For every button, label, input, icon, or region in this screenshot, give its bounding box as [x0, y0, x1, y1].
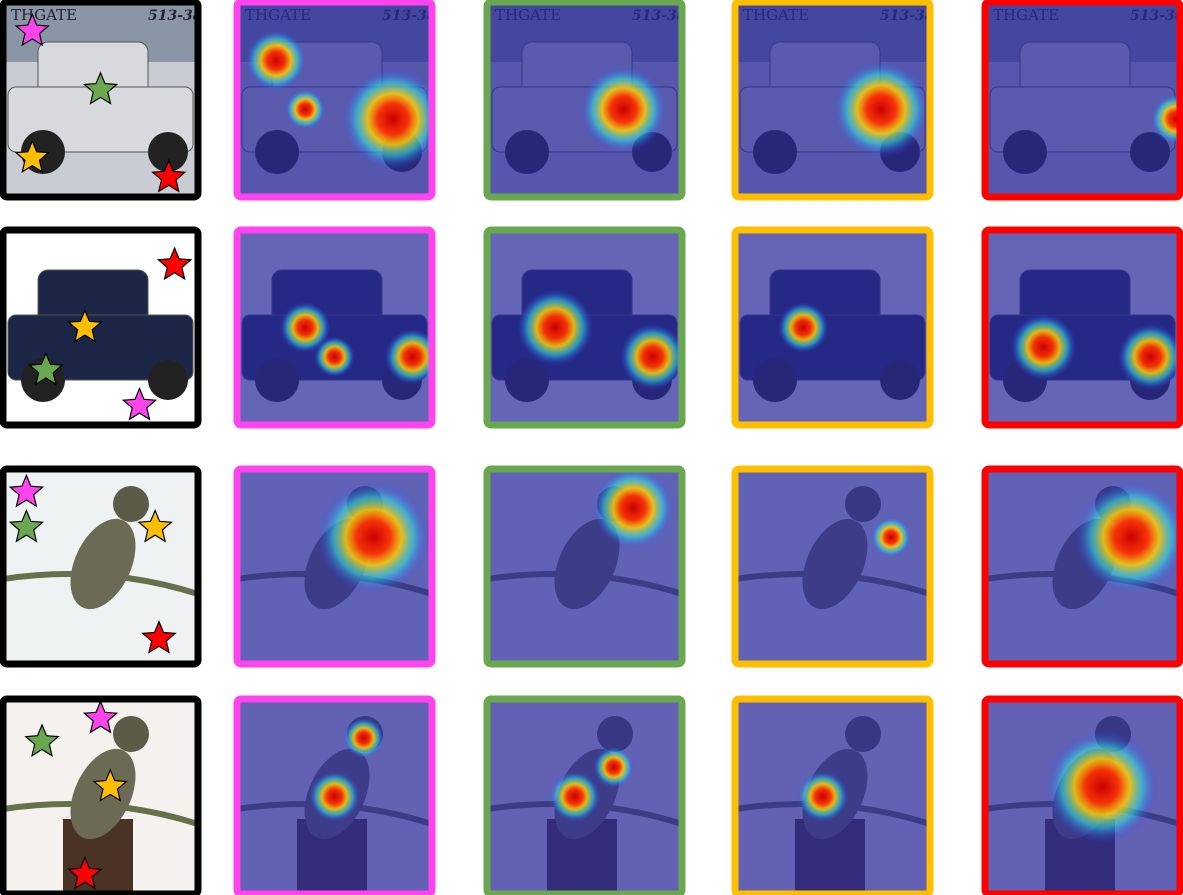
heatmap-blob [833, 61, 929, 157]
heatmap-blob [593, 467, 674, 548]
figure: THGATE513-38THGATE513-38THGATE513-38THGA… [0, 0, 1183, 895]
overlay [735, 469, 930, 664]
heatmap-blob [580, 66, 666, 152]
panel [735, 230, 930, 425]
heatmap-blob [285, 89, 326, 130]
panel [237, 699, 432, 894]
heatmap-blob [246, 30, 307, 91]
heatmap-blob [1046, 731, 1158, 843]
overlay [237, 230, 432, 425]
panel [237, 230, 440, 425]
heatmap-blob [797, 771, 848, 822]
panel [985, 469, 1183, 664]
heatmap-blob [620, 324, 686, 390]
photo-text: THGATE [11, 6, 77, 24]
overlay [985, 2, 1180, 197]
panel [985, 230, 1183, 425]
heatmap-blob [593, 747, 634, 788]
heatmap-blob [1011, 314, 1077, 380]
panel [3, 699, 198, 894]
panel [487, 467, 682, 664]
heatmap-blob [549, 771, 600, 822]
heatmap-blob [342, 68, 443, 169]
overlay [735, 230, 930, 425]
heatmap-blob [517, 289, 593, 365]
panel [735, 699, 930, 894]
panel [487, 699, 682, 894]
heatmap-blob [314, 336, 355, 377]
wheel [148, 360, 188, 400]
panel [3, 469, 198, 664]
panel [487, 230, 686, 425]
heatmap-blob [778, 302, 829, 353]
bird-head [113, 486, 149, 522]
panel [985, 699, 1180, 894]
heatmap-blob [1075, 481, 1183, 593]
panel [3, 230, 198, 425]
heatmap-blob [318, 481, 430, 593]
heatmap-blob [871, 517, 912, 558]
bird-head [113, 716, 149, 752]
heatmap-blob [1118, 324, 1183, 390]
panel [237, 469, 432, 664]
heatmap-blob [309, 771, 360, 822]
panel [735, 469, 930, 664]
heatmap-blob [343, 718, 384, 759]
